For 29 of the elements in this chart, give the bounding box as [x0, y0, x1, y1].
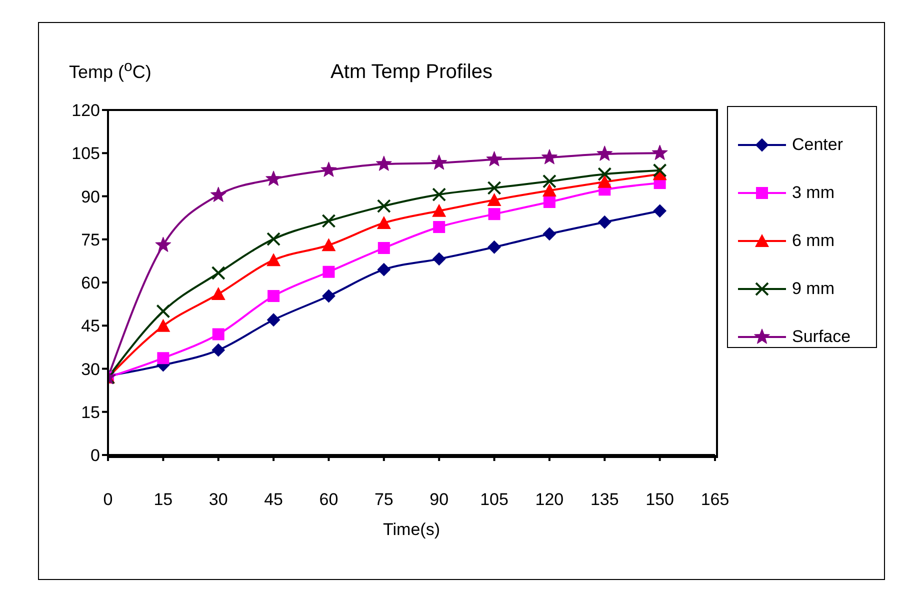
- y-tick-label: 90: [81, 187, 100, 206]
- legend-label: 3 mm: [792, 183, 834, 203]
- x-tick-label: 30: [208, 490, 228, 510]
- x-tick-label: 90: [430, 490, 449, 510]
- chart-title: Atm Temp Profiles: [330, 61, 492, 83]
- y-tick-label: 0: [90, 446, 100, 466]
- x-tick-label: 0: [103, 490, 113, 510]
- x-tick-label: 45: [264, 490, 284, 510]
- x-tick-label: 75: [374, 490, 394, 510]
- x-tick-label: 165: [700, 490, 730, 510]
- x-tick-label: 150: [646, 490, 674, 510]
- y-tick-label: 45: [81, 316, 100, 336]
- legend-label: Surface: [792, 327, 851, 347]
- legend-label: Center: [792, 135, 844, 155]
- y-axis-title: Temp ($^{o}$C): [69, 58, 152, 83]
- y-tick-label: 120: [72, 101, 100, 120]
- x-tick-label: 105: [480, 490, 508, 510]
- y-tick-label: 30: [81, 360, 100, 379]
- x-tick-label: 60: [319, 490, 338, 510]
- x-tick-label: 120: [535, 490, 564, 510]
- x-axis-title: Time(s): [383, 520, 440, 539]
- x-tick-label: 15: [154, 490, 173, 510]
- y-tick-label: 105: [72, 144, 100, 164]
- y-tick-label: 75: [81, 230, 100, 250]
- y-tick-label: 60: [81, 274, 100, 293]
- legend-label: 9 mm: [792, 279, 834, 299]
- legend-label: 6 mm: [792, 231, 834, 251]
- y-tick-label: 15: [81, 402, 100, 422]
- x-tick-label: 135: [590, 490, 619, 510]
